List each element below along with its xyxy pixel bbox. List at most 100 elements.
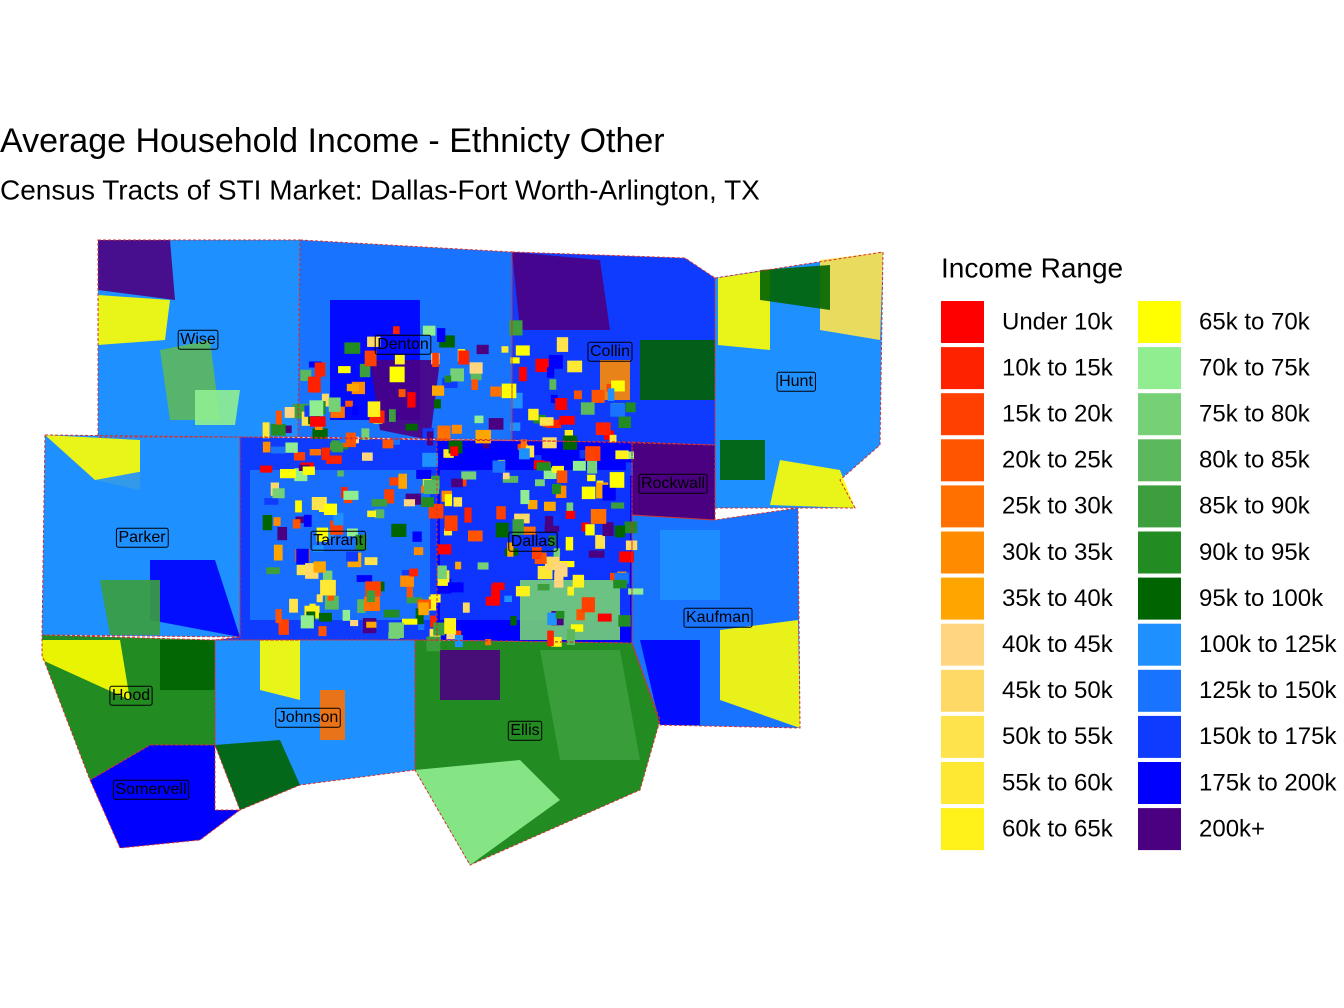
tract [490,386,502,397]
tract [595,534,606,549]
tract-area [215,740,300,810]
legend-label: 30k to 35k [1002,539,1114,566]
tract [338,366,351,374]
tract [501,346,509,353]
tract [454,635,463,648]
tract [323,503,338,516]
tract-area [660,530,720,600]
county-name: Rockwall [641,475,705,492]
tract [552,483,562,495]
legend-label: 60k to 65k [1002,815,1114,842]
tract [313,561,326,573]
tract [553,514,561,525]
tract [532,547,542,559]
tract [342,432,356,448]
tract [312,428,328,439]
county-label: Tarrant [310,530,366,551]
tract [326,455,342,464]
tract [548,535,556,547]
legend-label: 100k to 125k [1199,631,1337,658]
label-box [638,473,708,494]
tract [570,624,584,632]
tract [477,562,489,570]
legend-label: 200k+ [1199,815,1265,842]
label-box [115,527,169,548]
tract [455,561,462,570]
tract-area [110,800,200,848]
tract [382,439,394,449]
tract-area [195,390,240,425]
tract [367,401,381,417]
legend-label: 85k to 90k [1199,493,1311,520]
tract [470,373,482,381]
legend-swatch [1138,715,1181,758]
legend-swatch [941,439,984,482]
tract [444,515,458,531]
legend-label: 25k to 30k [1002,493,1114,520]
tract [321,393,329,407]
tract [546,367,555,378]
tract [364,557,378,566]
tract [367,336,381,347]
tract [535,358,550,373]
tract [273,517,281,526]
legend-label: 125k to 150k [1199,677,1337,704]
tract [416,469,432,479]
tract [585,524,595,536]
tract [613,579,627,589]
tract [511,392,523,409]
legend-label: 10k to 15k [1002,354,1114,381]
tract [552,465,564,473]
tract [318,612,332,622]
tract-area [540,650,640,760]
tract [515,345,530,356]
tract [474,415,484,424]
tract [611,380,625,392]
tract [566,502,574,512]
tract-area [718,270,770,350]
county-name: Kaufman [686,609,750,626]
county-name: Parker [118,529,166,546]
legend-title: Income Range [941,252,1123,283]
tract-area [720,620,800,728]
tract [544,501,556,511]
county-name: Johnson [278,709,339,726]
legend-label: 20k to 25k [1002,447,1114,474]
tract [434,399,441,409]
tract [572,574,585,588]
tract [398,389,406,398]
tract [432,352,439,368]
tract [413,547,424,556]
tract [311,497,327,511]
tract [292,519,301,529]
county-label: Johnson [275,707,341,728]
tract [609,434,617,443]
tract-area [770,460,855,508]
tract [553,548,561,557]
tract [625,402,636,413]
tract-area [98,295,170,345]
tract-area [98,240,175,300]
tract [581,597,595,613]
tract [544,516,554,532]
tract [320,579,336,596]
tract [428,596,437,611]
tract [492,460,506,473]
tract [293,452,306,461]
label-box [683,607,753,628]
tract [347,528,358,537]
tract [346,551,359,562]
tract [418,602,429,616]
tract [550,394,558,404]
tract [361,428,370,440]
tract [539,417,554,426]
tract [485,596,501,606]
tract [485,639,492,646]
legend-swatch [941,623,984,666]
tract [324,529,335,540]
tract [262,515,273,531]
tract [527,500,538,510]
tract [447,582,464,593]
tract [603,430,615,440]
tract [433,622,445,636]
